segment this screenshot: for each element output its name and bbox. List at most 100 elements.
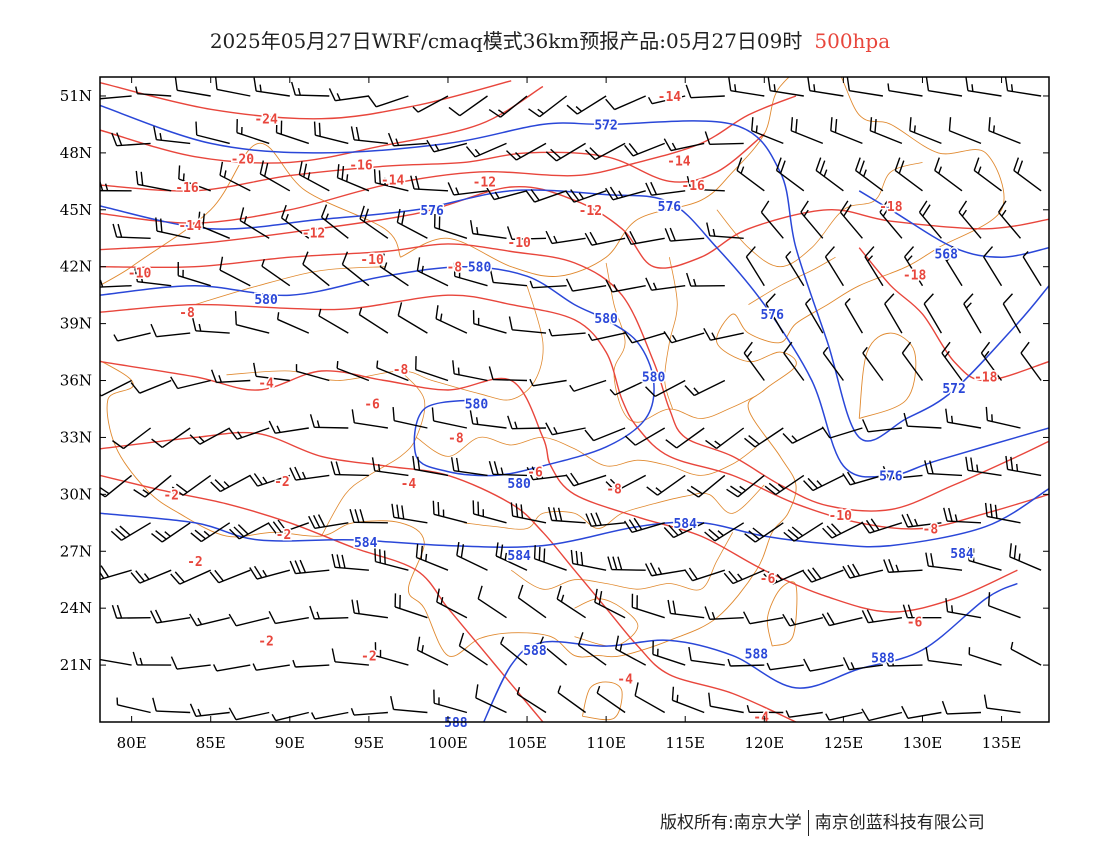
barb-flag [100, 485, 110, 495]
wind-barb [432, 500, 468, 524]
barb-flag [869, 117, 873, 131]
barb-flag [684, 569, 694, 582]
barb-shaft [492, 473, 528, 477]
barb-flag [646, 486, 658, 496]
barb-flag [317, 514, 326, 528]
wind-barb [644, 562, 686, 577]
barb-shaft [928, 659, 963, 666]
barb-shaft [511, 237, 547, 241]
barb-flag [328, 88, 336, 102]
barb-flag [669, 227, 676, 241]
barb-shaft [987, 419, 1021, 429]
temperature-contour-label: -20 [231, 153, 255, 168]
temperature-contour-label: -10 [507, 236, 531, 251]
wind-barb [392, 407, 428, 429]
barb-flag [94, 178, 98, 191]
barb-flag [401, 505, 405, 520]
wind-barb [529, 280, 567, 289]
barb-half [271, 713, 277, 721]
wind-barb [153, 126, 191, 145]
barb-shaft [789, 617, 823, 627]
barb-shaft [182, 474, 212, 496]
boundary-line [858, 332, 917, 419]
wind-barb [214, 77, 251, 97]
barb-flag [767, 77, 771, 91]
barb-shaft [815, 169, 844, 192]
barb-shaft [980, 352, 1003, 381]
barb-flag [341, 251, 349, 265]
barb-flag [289, 560, 297, 574]
barb-half [655, 487, 663, 493]
barb-shaft [100, 569, 132, 581]
wind-barb [903, 246, 924, 287]
barb-flag [623, 331, 633, 344]
barb-flag [545, 230, 553, 244]
barb-half [116, 697, 119, 705]
barb-half [240, 126, 243, 135]
wind-barb [1005, 455, 1042, 477]
barb-shaft [967, 469, 1002, 477]
barb-shaft [256, 664, 290, 671]
wind-barb [646, 474, 686, 496]
barb-shaft [123, 427, 152, 450]
barb-shaft [676, 427, 705, 449]
wind-barb [539, 636, 568, 666]
barb-flag [847, 564, 856, 578]
chart-title: 2025年05月27日WRF/cmaq模式36km预报产品:05月27日09时 5… [0, 25, 1100, 54]
barb-flag [903, 412, 909, 427]
barb-flag [728, 77, 732, 91]
barb-half [965, 302, 972, 309]
barb-flag [649, 562, 658, 576]
barb-shaft [632, 142, 665, 157]
barb-half [259, 84, 262, 92]
barb-shaft [556, 598, 586, 619]
barb-shaft [500, 643, 528, 666]
barb-shaft [868, 617, 903, 624]
barb-half [218, 375, 223, 383]
barb-half [500, 636, 505, 644]
wind-barb [985, 406, 1021, 429]
barb-flag [277, 519, 287, 532]
x-tick-label: 130E [903, 734, 943, 752]
barb-flag [764, 485, 777, 496]
wind-barb [302, 251, 330, 287]
boundary-line [574, 598, 639, 647]
barb-half [336, 93, 341, 101]
barb-flag [984, 502, 988, 517]
x-tick-label: 110E [586, 734, 626, 752]
wind-barb [268, 610, 309, 625]
barb-flag [636, 595, 638, 609]
barb-shaft [417, 270, 449, 287]
barb-shaft [812, 474, 844, 492]
temperature-contour-label: -6 [907, 615, 923, 630]
barb-shaft [393, 708, 428, 714]
barb-shaft [414, 468, 449, 477]
barb-shaft [394, 419, 428, 429]
barb-flag [901, 514, 909, 528]
barb-flag [350, 126, 355, 140]
barb-shaft [870, 130, 903, 145]
barb-flag [802, 570, 813, 583]
barb-flag [866, 609, 874, 623]
barb-flag [566, 104, 578, 115]
barb-half [727, 658, 731, 667]
barb-shaft [177, 379, 211, 390]
wind-barb [475, 684, 507, 714]
barb-flag [998, 200, 1007, 213]
barb-flag [214, 479, 226, 490]
barb-half [619, 644, 623, 652]
barb-flag [745, 246, 756, 258]
barb-flag [819, 160, 826, 174]
barb-shaft [776, 169, 805, 192]
barb-half [790, 618, 796, 626]
wind-barb [213, 664, 251, 672]
temperature-contour-label: -12 [473, 175, 496, 190]
wind-barb [373, 169, 409, 192]
x-tick-label: 80E [117, 734, 147, 752]
barb-half [425, 553, 428, 562]
barb-shaft [888, 474, 923, 480]
barb-shaft [635, 427, 666, 446]
boundary-line [194, 266, 385, 305]
barb-shaft [436, 601, 468, 619]
barb-flag [1013, 157, 1020, 171]
